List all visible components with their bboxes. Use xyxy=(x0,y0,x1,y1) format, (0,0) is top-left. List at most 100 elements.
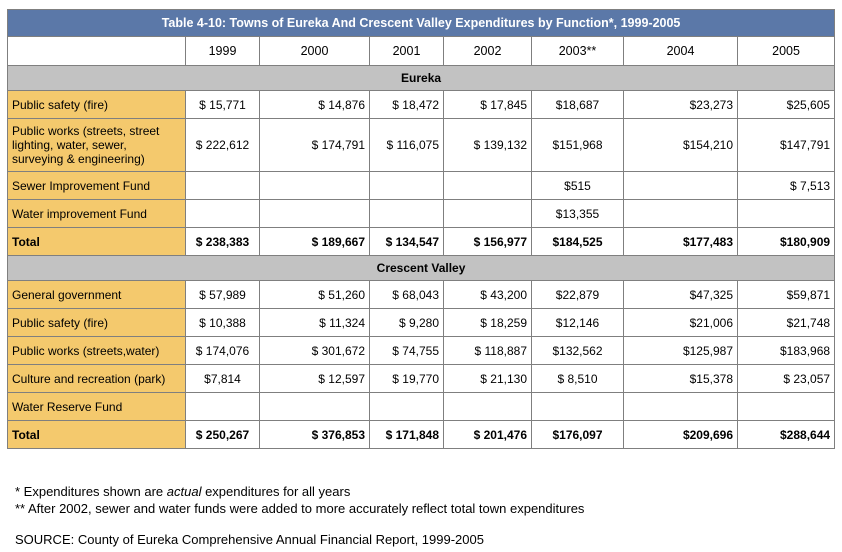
value-cell: $ 250,267 xyxy=(185,420,260,449)
value-cell: $ 12,597 xyxy=(259,364,370,393)
value-cell: $22,879 xyxy=(531,280,624,309)
value-cell: $288,644 xyxy=(736,420,836,449)
value-cell xyxy=(443,199,532,228)
header-blank-cell xyxy=(7,36,186,66)
value-cell xyxy=(369,199,444,228)
value-cell: $ 11,324 xyxy=(259,308,370,337)
row-label: Water Reserve Fund xyxy=(7,392,186,421)
row-label: Total xyxy=(7,227,186,256)
table-row: Public safety (fire) $ 15,771 $ 14,876 $ 18… xyxy=(7,90,836,119)
footnote-2: ** After 2002, sewer and water funds wer… xyxy=(15,501,585,516)
row-label: Public works (streets, street lighting, … xyxy=(7,118,186,172)
table-row: Public safety (fire) $ 10,388 $ 11,324 $ 9,… xyxy=(7,308,836,337)
value-cell: $ 118,887 xyxy=(443,336,532,365)
year-header: 1999 xyxy=(185,36,260,66)
value-cell: $ 18,472 xyxy=(369,90,444,119)
value-cell: $ 301,672 xyxy=(259,336,370,365)
value-cell: $125,987 xyxy=(623,336,738,365)
value-cell xyxy=(369,171,444,200)
value-cell: $15,378 xyxy=(623,364,738,393)
total-row: Total $ 238,383 $ 189,667 $ 134,547 $ 156,97… xyxy=(7,227,836,256)
table-row: Culture and recreation (park) $7,814 $ 12,… xyxy=(7,364,836,393)
table-row: Public works (streets,water) $ 174,076 $ 3… xyxy=(7,336,836,365)
value-cell: $59,871 xyxy=(736,280,836,309)
total-row: Total $ 250,267 $ 376,853 $ 171,848 $ 201,47… xyxy=(7,420,836,449)
table-row: General government $ 57,989 $ 51,260 $ 68,0… xyxy=(7,280,836,309)
value-cell: $ 14,876 xyxy=(259,90,370,119)
value-cell: $18,687 xyxy=(531,90,624,119)
value-cell: $ 8,510 xyxy=(531,364,624,393)
year-header: 2003** xyxy=(531,36,624,66)
value-cell: $ 9,280 xyxy=(369,308,444,337)
row-label: Water improvement Fund xyxy=(7,199,186,228)
table-row: Public works (streets, street lighting, … xyxy=(7,118,836,172)
value-cell: $ 43,200 xyxy=(443,280,532,309)
value-cell xyxy=(185,171,260,200)
table-title: Table 4-10: Towns of Eureka And Crescent… xyxy=(6,9,836,37)
value-cell: $ 17,845 xyxy=(443,90,532,119)
value-cell: $ 174,791 xyxy=(259,118,370,172)
value-cell: $177,483 xyxy=(623,227,738,256)
value-cell: $ 51,260 xyxy=(259,280,370,309)
value-cell xyxy=(623,199,738,228)
value-cell xyxy=(736,392,836,421)
row-label: Total xyxy=(7,420,186,449)
value-cell: $47,325 xyxy=(623,280,738,309)
value-cell: $ 139,132 xyxy=(443,118,532,172)
value-cell xyxy=(259,199,370,228)
year-header-row: 1999 2000 2001 2002 2003** 2004 2005 xyxy=(7,36,836,66)
value-cell: $ 57,989 xyxy=(185,280,260,309)
value-cell: $184,525 xyxy=(531,227,624,256)
section-header-row: Crescent Valley xyxy=(6,255,836,281)
value-cell: $ 376,853 xyxy=(259,420,370,449)
value-cell: $ 116,075 xyxy=(369,118,444,172)
table-row: Water improvement Fund $13,355 xyxy=(7,199,836,228)
row-label: Public safety (fire) xyxy=(7,308,186,337)
year-header: 2000 xyxy=(259,36,370,66)
source-note: SOURCE: County of Eureka Comprehensive A… xyxy=(15,532,484,547)
value-cell: $12,146 xyxy=(531,308,624,337)
footnote-1: * Expenditures shown are actual expendit… xyxy=(15,484,351,499)
section-title: Eureka xyxy=(6,65,836,91)
row-label: Culture and recreation (park) xyxy=(7,364,186,393)
footnotes: * Expenditures shown are actual expendit… xyxy=(15,483,584,517)
table-row: Sewer Improvement Fund $515 $ 7,513 xyxy=(7,171,836,200)
value-cell xyxy=(185,199,260,228)
year-header: 2005 xyxy=(736,36,836,66)
value-cell: $ 23,057 xyxy=(736,364,836,393)
value-cell: $176,097 xyxy=(531,420,624,449)
value-cell: $ 15,771 xyxy=(185,90,260,119)
value-cell: $21,748 xyxy=(736,308,836,337)
value-cell: $209,696 xyxy=(623,420,738,449)
value-cell: $ 201,476 xyxy=(443,420,532,449)
section-header-row: Eureka xyxy=(6,65,836,91)
table-row: Water Reserve Fund xyxy=(7,392,836,421)
value-cell: $ 21,130 xyxy=(443,364,532,393)
expenditures-table: Table 4-10: Towns of Eureka And Crescent… xyxy=(6,9,836,449)
value-cell: $154,210 xyxy=(623,118,738,172)
value-cell: $ 18,259 xyxy=(443,308,532,337)
value-cell: $515 xyxy=(531,171,624,200)
value-cell: $ 171,848 xyxy=(369,420,444,449)
value-cell: $ 10,388 xyxy=(185,308,260,337)
row-label: Public works (streets,water) xyxy=(7,336,186,365)
value-cell: $ 68,043 xyxy=(369,280,444,309)
value-cell xyxy=(443,392,532,421)
value-cell: $25,605 xyxy=(736,90,836,119)
section-title: Crescent Valley xyxy=(6,255,836,281)
value-cell xyxy=(259,392,370,421)
row-label: Sewer Improvement Fund xyxy=(7,171,186,200)
value-cell: $ 238,383 xyxy=(185,227,260,256)
year-header: 2004 xyxy=(623,36,738,66)
value-cell xyxy=(736,199,836,228)
value-cell xyxy=(185,392,260,421)
value-cell: $7,814 xyxy=(185,364,260,393)
value-cell: $151,968 xyxy=(531,118,624,172)
value-cell: $ 156,977 xyxy=(443,227,532,256)
value-cell: $183,968 xyxy=(736,336,836,365)
value-cell xyxy=(623,392,738,421)
value-cell xyxy=(369,392,444,421)
value-cell: $ 19,770 xyxy=(369,364,444,393)
value-cell: $132,562 xyxy=(531,336,624,365)
value-cell: $ 7,513 xyxy=(736,171,836,200)
